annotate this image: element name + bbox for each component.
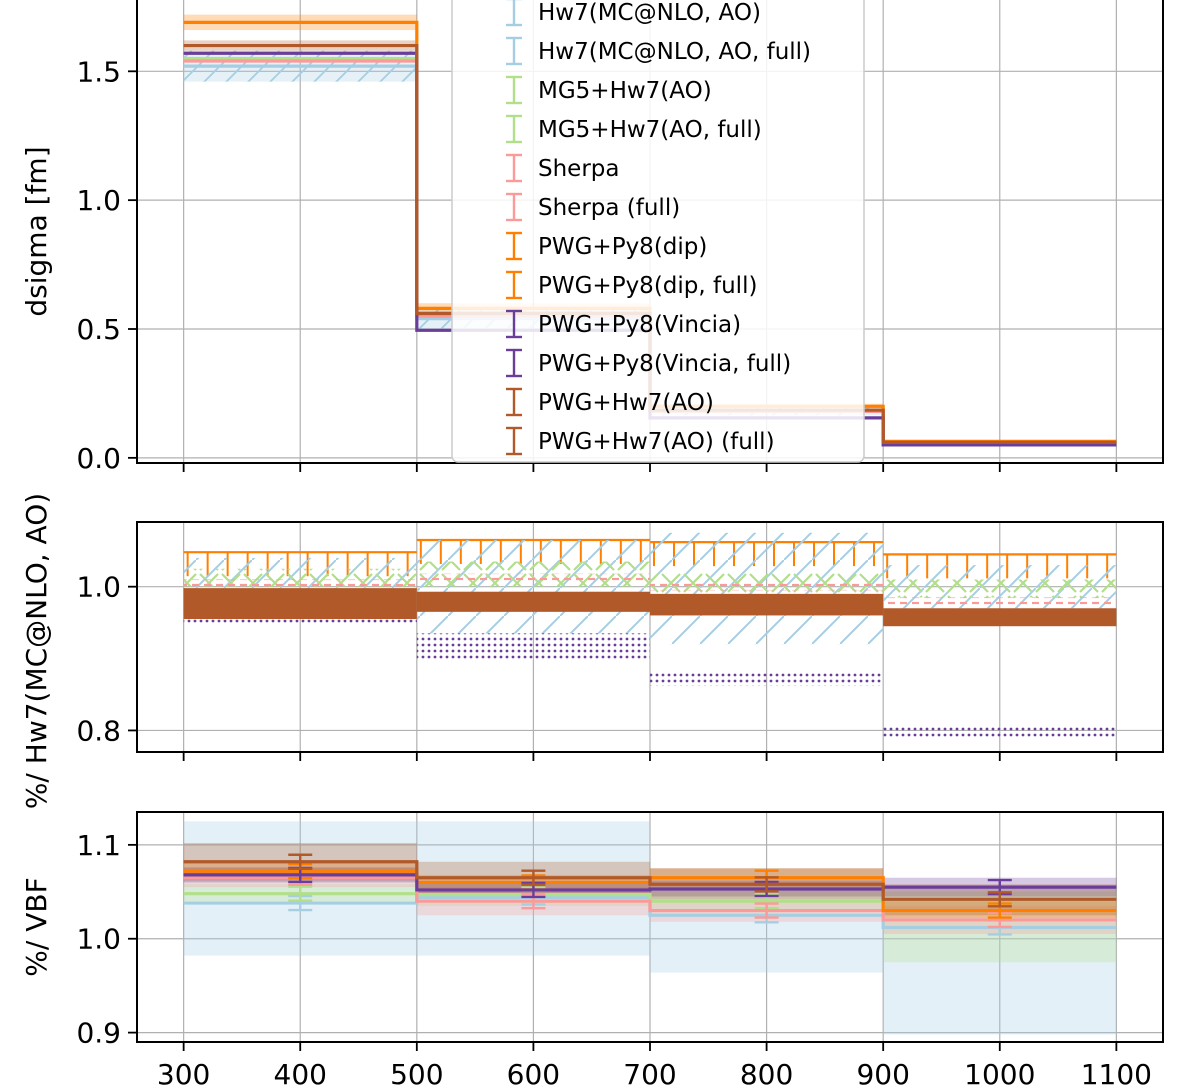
legend-entry-label: PWG+Hw7(AO) bbox=[538, 390, 714, 416]
sherpa-hatch-band bbox=[883, 597, 1117, 605]
x-tick-label: 500 bbox=[390, 1058, 443, 1091]
sherpa-hatch-band bbox=[183, 579, 417, 587]
x-tick-label: 600 bbox=[507, 1058, 560, 1091]
x-tick-label: 400 bbox=[274, 1058, 327, 1091]
pwghw7-ratio-band bbox=[883, 608, 1117, 627]
x-tick-label: 700 bbox=[623, 1058, 676, 1091]
legend-entry-label: PWG+Py8(dip) bbox=[538, 234, 707, 260]
vincia-hatch-band bbox=[416, 633, 650, 659]
sherpa-hatch-band bbox=[416, 573, 650, 584]
legend-entry-label: Hw7(MC@NLO, AO, full) bbox=[538, 39, 811, 65]
vincia-hatch-band bbox=[650, 671, 884, 686]
ratio-vbf-panel: 0.9 1.0 1.1 300 400 500 600 700 800 900 1000 1100 %/… bbox=[20, 811, 1164, 1091]
x-tick-label: 1100 bbox=[1081, 1058, 1152, 1091]
sherpa-hatch-band bbox=[650, 580, 884, 591]
x-tick-label: 1000 bbox=[964, 1058, 1035, 1091]
y-tick-label: 0.8 bbox=[76, 714, 121, 747]
y-tick-label: 1.0 bbox=[76, 923, 121, 956]
legend-entry-label: Sherpa bbox=[538, 156, 619, 182]
y-tick-label: 1.1 bbox=[76, 829, 121, 862]
mg5-hatch-band bbox=[883, 579, 1117, 598]
pwghw7-ratio-band bbox=[650, 593, 884, 616]
y-tick-label: 0.0 bbox=[76, 442, 121, 475]
y-tick-label: 1.5 bbox=[76, 55, 121, 88]
legend-box bbox=[451, 0, 865, 463]
ratio-hw7-panel: 0.8 1.0 %/ Hw7(MC@NLO, AO) bbox=[20, 493, 1164, 809]
legend-entry-label: MG5+Hw7(AO) bbox=[538, 78, 712, 104]
vincia-hatch-band bbox=[883, 724, 1117, 738]
legend-entry-label: MG5+Hw7(AO, full) bbox=[538, 117, 762, 143]
y-tick-label: 1.0 bbox=[76, 571, 121, 604]
y-axis-label: %/ Hw7(MC@NLO, AO) bbox=[20, 493, 53, 809]
x-tick-label: 800 bbox=[740, 1058, 793, 1091]
legend-entry-label: Sherpa (full) bbox=[538, 195, 680, 221]
x-tick-label: 300 bbox=[157, 1058, 210, 1091]
vincia-hatch-band bbox=[183, 619, 417, 623]
chart-legend: Hw7(MC@NLO, AO) Hw7(MC@NLO, AO, full) MG5+… bbox=[451, 0, 865, 463]
y-axis-label: dsigma [fm] bbox=[20, 146, 53, 316]
legend-entry-label: Hw7(MC@NLO, AO) bbox=[538, 0, 761, 26]
y-tick-label: 0.5 bbox=[76, 313, 121, 346]
pwghw7-ratio-band bbox=[183, 588, 417, 620]
y-tick-label: 0.9 bbox=[76, 1017, 121, 1050]
legend-entry-label: PWG+Py8(dip, full) bbox=[538, 273, 757, 299]
pwghw7-ratio-band bbox=[416, 591, 650, 612]
pwghw7-step-line bbox=[183, 860, 1117, 901]
y-axis-label: %/ VBF bbox=[20, 877, 53, 976]
x-tick-label: 900 bbox=[856, 1058, 909, 1091]
legend-entry-label: PWG+Py8(Vincia, full) bbox=[538, 351, 791, 377]
legend-entry-label: PWG+Hw7(AO) (full) bbox=[538, 429, 775, 455]
y-tick-label: 1.0 bbox=[76, 184, 121, 217]
legend-entry-label: PWG+Py8(Vincia) bbox=[538, 312, 741, 338]
